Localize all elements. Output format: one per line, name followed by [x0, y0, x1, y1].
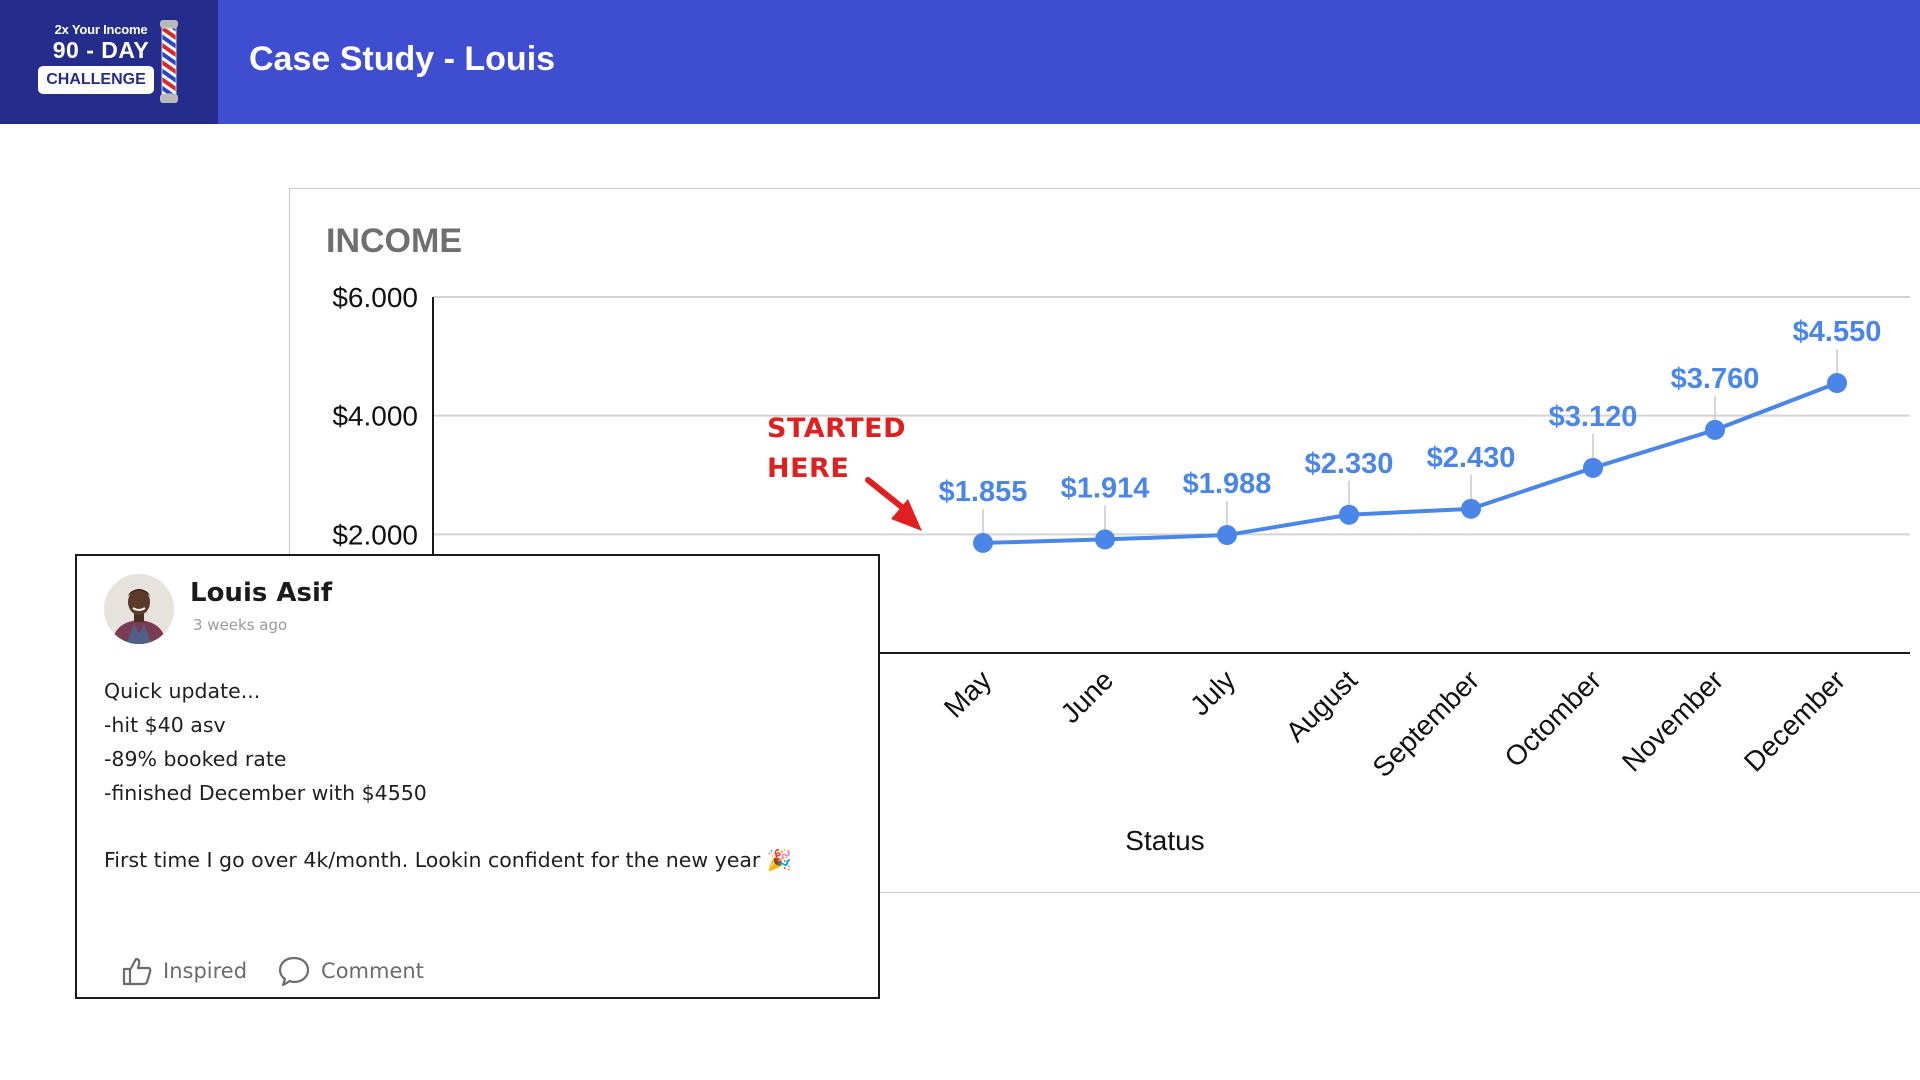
annotation-arrowhead — [891, 499, 922, 531]
data-points — [973, 373, 1847, 553]
x-tick-label: June — [1054, 664, 1119, 729]
x-tick-label: Octomber — [1498, 664, 1607, 773]
comment-icon — [278, 956, 310, 987]
thumbs-up-icon — [122, 957, 152, 986]
y-axis-ticks: $2.000 $4.000 $6.000 — [332, 282, 418, 550]
x-tick-label: May — [938, 664, 997, 723]
post-body: Quick update... -hit $40 asv -89% booked… — [104, 674, 864, 877]
avatar[interactable] — [104, 574, 174, 644]
x-tick-label: November — [1616, 664, 1729, 777]
post-line: Quick update... — [104, 679, 261, 703]
author-name[interactable]: Louis Asif — [190, 578, 333, 608]
y-tick-label: $6.000 — [332, 282, 418, 313]
data-label: $2.330 — [1305, 448, 1394, 480]
data-label: $4.550 — [1793, 316, 1882, 348]
inspired-button[interactable]: Inspired — [121, 955, 247, 987]
header-bar: 2x Your Income 90 - DAY CHALLENGE Case S… — [0, 0, 1920, 124]
post-closing-line: First time I go over 4k/month. Lookin co… — [104, 848, 793, 872]
income-chart: INCOME $2.000 $4.000 $6.000 May June July Aug… — [326, 222, 1910, 856]
data-label: $3.120 — [1549, 401, 1638, 433]
data-point — [1217, 525, 1237, 546]
data-labels: $1.855 $1.914 $1.988 $2.330 $2.430 $3.120 $3.7… — [939, 316, 1882, 508]
data-label: $2.430 — [1427, 442, 1516, 474]
label-leaders — [982, 349, 1838, 533]
annotation-arrow — [865, 477, 911, 515]
data-point — [1339, 504, 1359, 525]
started-here-annotation: STARTED HERE — [767, 413, 922, 531]
data-point — [973, 532, 993, 553]
person-icon — [104, 574, 174, 644]
logo-title: 90 - DAY — [52, 37, 150, 63]
logo-badge: CHALLENGE — [38, 66, 154, 94]
comment-button[interactable]: Comment — [277, 955, 424, 987]
data-point — [1461, 498, 1481, 519]
challenge-logo: 2x Your Income 90 - DAY CHALLENGE — [0, 0, 218, 124]
income-series-line — [982, 381, 1838, 545]
barber-pole-icon — [160, 20, 178, 103]
data-label: $1.914 — [1061, 472, 1150, 504]
data-point — [1583, 457, 1603, 478]
x-tick-label: August — [1280, 664, 1364, 748]
data-point — [1095, 529, 1115, 550]
post-line: -89% booked rate — [104, 747, 287, 771]
data-label: $1.988 — [1183, 468, 1272, 500]
chart-title: INCOME — [326, 222, 462, 260]
data-point — [1827, 373, 1847, 394]
x-axis-ticks: May June July August September Octomber Novemb… — [938, 664, 1851, 783]
x-tick-label: December — [1738, 664, 1851, 777]
logo-subtitle: 2x Your Income — [54, 22, 148, 37]
post-line: -finished December with $4550 — [104, 781, 427, 805]
y-tick-label: $4.000 — [332, 401, 418, 432]
post-timestamp: 3 weeks ago — [193, 616, 288, 634]
post-line: -hit $40 asv — [104, 713, 226, 737]
comment-label: Comment — [321, 959, 424, 983]
post-spacer — [104, 810, 864, 843]
data-label: $3.760 — [1671, 363, 1760, 395]
x-tick-label: July — [1184, 664, 1241, 721]
y-tick-label: $2.000 — [332, 519, 418, 550]
inspired-label: Inspired — [163, 959, 248, 983]
x-tick-label: September — [1366, 664, 1485, 783]
post-card: Louis Asif 3 weeks ago Quick update... -… — [75, 554, 880, 999]
annotation-line1: STARTED — [767, 413, 906, 444]
annotation-line2: HERE — [767, 453, 849, 484]
page-title: Case Study - Louis — [249, 40, 556, 78]
grid-lines — [433, 296, 1910, 536]
post-actions: Inspired Comment — [121, 954, 424, 988]
data-point — [1705, 419, 1725, 440]
data-label: $1.855 — [939, 476, 1028, 508]
x-axis-title: Status — [1125, 825, 1204, 856]
